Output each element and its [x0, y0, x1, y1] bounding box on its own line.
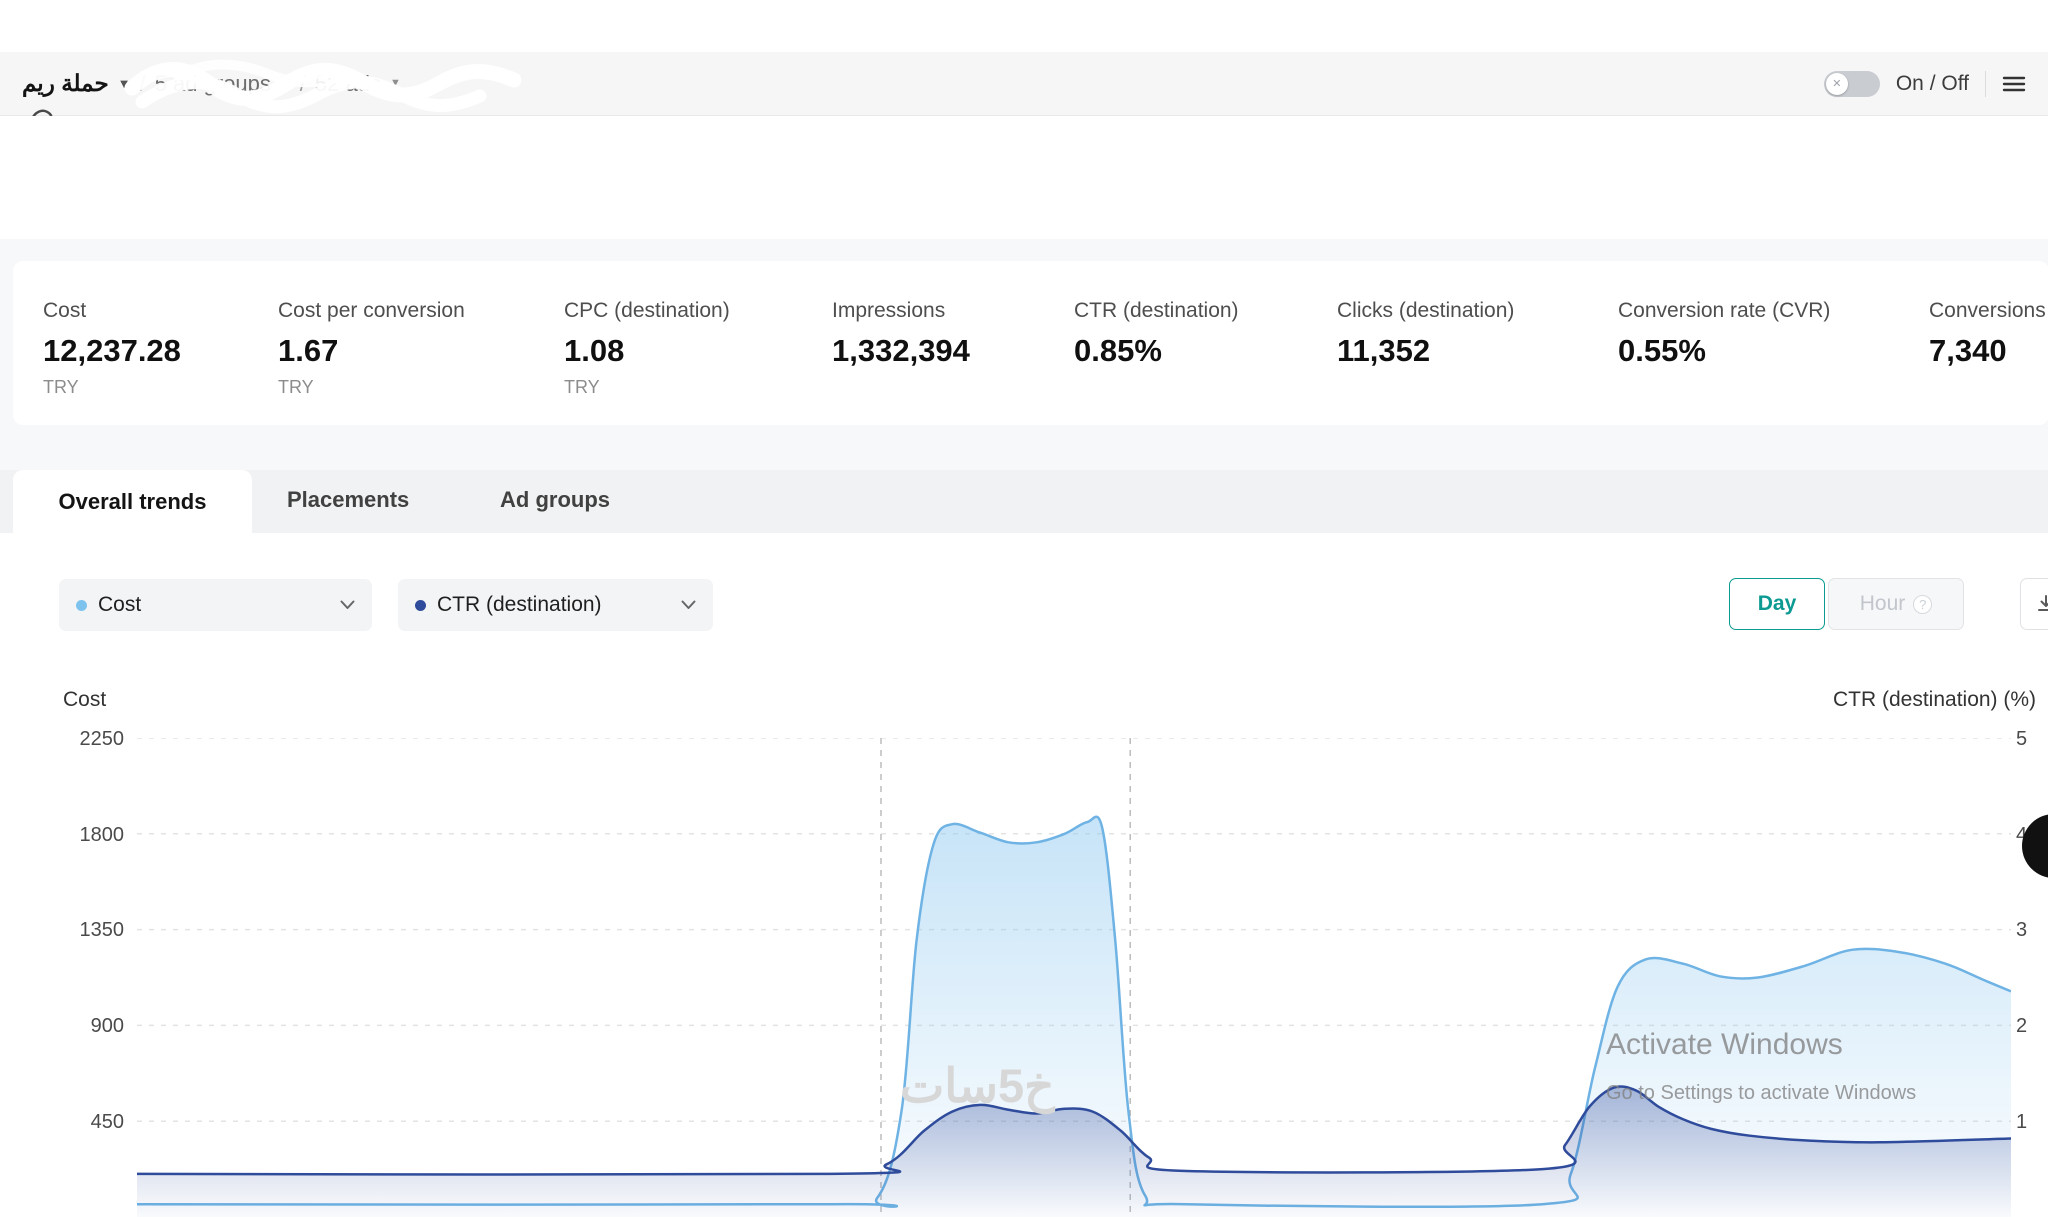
metric-conversions[interactable]: Conversions 7,340: [1929, 298, 2046, 398]
chevron-down-icon[interactable]: ▼: [389, 77, 401, 89]
left-tick: 450: [90, 1111, 124, 1133]
selector-label: CTR (destination): [437, 593, 602, 616]
series-dot-ctr: [415, 599, 426, 611]
download-icon: [2038, 595, 2048, 611]
metric-value: 1,332,394: [832, 333, 970, 368]
tab-overall-trends-label: Overall trends: [58, 488, 207, 514]
breadcrumb-right-controls: ✕ On / Off: [1823, 70, 2026, 97]
right-tick: 1: [2016, 1111, 2028, 1133]
metric-value: 12,237.28: [43, 333, 181, 368]
chevron-down-icon: [340, 600, 355, 609]
metric-value: 0.85%: [1074, 333, 1162, 368]
tab-ad-groups[interactable]: Ad groups: [500, 487, 610, 513]
trend-tabs-strip: [0, 470, 2048, 533]
day-label: Day: [1757, 592, 1797, 615]
metric-impressions[interactable]: Impressions 1,332,394: [832, 298, 970, 398]
left-tick: 2250: [79, 728, 125, 750]
metric-label: Conversion rate (CVR): [1618, 299, 1831, 322]
metric-value: 1.08: [564, 333, 625, 368]
left-tick: 1350: [79, 919, 125, 941]
tab-ad-groups-label: Ad groups: [500, 487, 610, 512]
ads-analytics-page: { "breadcrumb": { "campaign": "حملة ريم"…: [0, 52, 2048, 1217]
metric-cost[interactable]: Cost 12,237.28 TRY: [43, 298, 181, 398]
chevron-down-icon: [681, 600, 696, 609]
tab-placements[interactable]: Placements: [287, 487, 409, 513]
metric-selector-ctr[interactable]: CTR (destination): [398, 579, 713, 631]
tab-placements-label: Placements: [287, 487, 410, 512]
metric-cost-per-conversion[interactable]: Cost per conversion 1.67 TRY: [278, 298, 465, 398]
metric-value: 11,352: [1337, 333, 1431, 368]
trend-chart-plot[interactable]: [137, 738, 2011, 1217]
metric-unit: [832, 376, 970, 398]
metrics-summary-card: Cost 12,237.28 TRY Cost per conversion 1…: [13, 261, 2048, 425]
metric-label: CTR (destination): [1074, 299, 1239, 322]
breadcrumb-ad-groups[interactable]: 5 ad groups: [154, 70, 271, 96]
metric-unit: TRY: [43, 377, 79, 397]
toggle-knob-x-icon: ✕: [1825, 72, 1848, 95]
breadcrumb-campaign[interactable]: حملة ريم: [22, 70, 109, 96]
breadcrumb-separator: /: [139, 70, 146, 96]
metric-label: CPC (destination): [564, 299, 730, 322]
metric-value: 1.67: [278, 333, 339, 368]
metric-unit: [1929, 376, 2046, 398]
breadcrumb-ads[interactable]: 52 ads: [314, 70, 381, 96]
selector-label: Cost: [98, 593, 142, 616]
right-tick: 2: [2016, 1015, 2028, 1037]
metric-clicks-destination[interactable]: Clicks (destination) 11,352: [1337, 298, 1514, 398]
divider: [1985, 70, 1986, 97]
metric-label: Cost per conversion: [278, 299, 465, 322]
activate-windows-line2: Go to Settings to activate Windows: [1606, 1082, 1917, 1104]
on-off-label: On / Off: [1895, 71, 1969, 95]
metric-value: 0.55%: [1618, 333, 1706, 368]
granularity-hour-button[interactable]: Hour ?: [1828, 578, 1964, 630]
metric-label: Cost: [43, 299, 87, 322]
metric-label: Impressions: [832, 299, 946, 322]
metric-unit: TRY: [278, 377, 314, 397]
left-tick: 900: [90, 1015, 124, 1037]
watermark-text: خ5سات: [900, 1059, 1055, 1112]
export-button[interactable]: [2020, 578, 2048, 630]
help-icon: ?: [1913, 594, 1933, 614]
breadcrumb: حملة ريم ▼ / 5 ad groups ▼ / 52 ads ▼: [22, 70, 401, 97]
hour-label: Hour: [1859, 592, 1906, 615]
metric-cpc-destination[interactable]: CPC (destination) 1.08 TRY: [564, 298, 730, 398]
metric-unit: [1074, 376, 1239, 398]
metric-unit: [1337, 376, 1514, 398]
right-tick: 5: [2016, 728, 2028, 750]
metric-ctr-destination[interactable]: CTR (destination) 0.85%: [1074, 298, 1239, 398]
right-tick: 3: [2016, 919, 2028, 941]
on-off-toggle[interactable]: ✕: [1823, 70, 1880, 97]
menu-icon[interactable]: [2002, 74, 2026, 94]
chevron-down-icon[interactable]: ▼: [117, 76, 131, 91]
metric-label: Clicks (destination): [1337, 299, 1515, 322]
chevron-down-icon[interactable]: ▼: [279, 77, 291, 89]
left-tick: 1800: [79, 824, 125, 846]
tab-overall-trends[interactable]: Overall trends: [13, 470, 252, 533]
metric-conversion-rate[interactable]: Conversion rate (CVR) 0.55%: [1618, 298, 1830, 398]
metric-selector-cost[interactable]: Cost: [59, 579, 372, 631]
right-axis-title: CTR (destination) (%): [1833, 688, 2037, 711]
metric-value: 7,340: [1929, 333, 2007, 368]
breadcrumb-separator: /: [299, 70, 306, 96]
granularity-day-button[interactable]: Day: [1729, 578, 1825, 630]
breadcrumb-bar: حملة ريم ▼ / 5 ad groups ▼ / 52 ads ▼ ✕ …: [0, 52, 2048, 116]
metric-unit: TRY: [564, 377, 600, 397]
metric-label: Conversions: [1929, 299, 2046, 322]
activate-windows-line1: Activate Windows: [1606, 1028, 1843, 1061]
report-tabs-row: Daily Audience ? Search 2-01 (UTC+03:00)…: [0, 116, 2048, 349]
series-dot-cost: [76, 599, 87, 611]
metric-unit: [1618, 376, 1830, 398]
right-tick: 4: [2016, 824, 2028, 846]
left-axis-title: Cost: [63, 688, 107, 711]
